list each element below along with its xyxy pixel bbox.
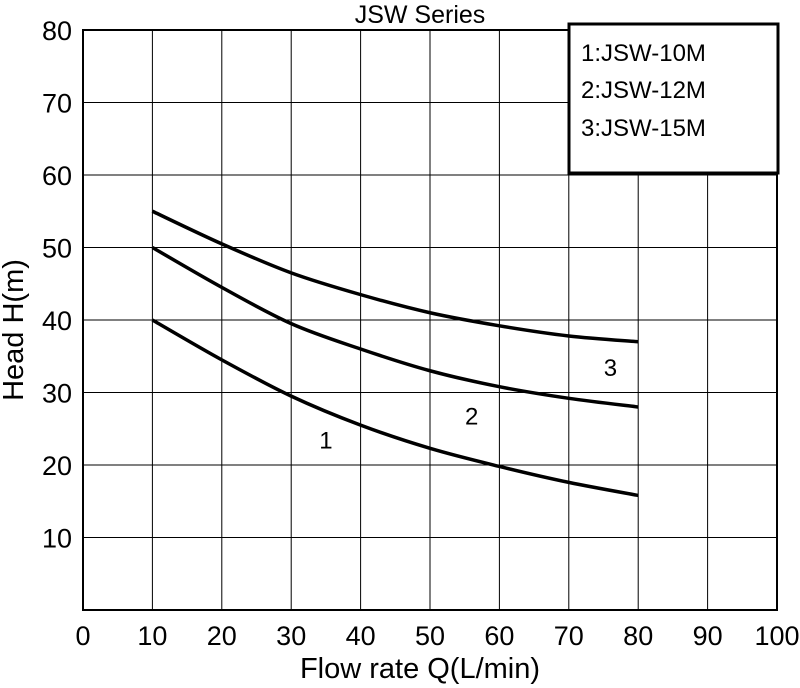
x-tick-label-20: 20 (207, 621, 237, 651)
x-tick-label-50: 50 (415, 621, 445, 651)
y-tick-label-30: 30 (42, 379, 72, 409)
x-tick-labels: 0 10 20 30 40 50 60 70 80 90 100 (75, 621, 799, 651)
series-line-2 (151, 245, 639, 409)
legend-entry-3: 3:JSW-15M (581, 115, 706, 142)
series-line-3 (151, 209, 639, 344)
x-tick-label-30: 30 (276, 621, 306, 651)
curve-label-3: 3 (604, 355, 617, 382)
x-tick-label-100: 100 (754, 621, 799, 651)
x-tick-label-60: 60 (484, 621, 514, 651)
y-tick-label-80: 80 (42, 16, 72, 46)
legend: 1:JSW-10M 2:JSW-12M 3:JSW-15M (567, 22, 780, 175)
y-tick-label-70: 70 (42, 89, 72, 119)
y-tick-label-60: 60 (42, 161, 72, 191)
y-tick-label-40: 40 (42, 306, 72, 336)
legend-entry-1: 1:JSW-10M (581, 40, 706, 67)
chart-title: JSW Series (355, 1, 486, 29)
x-tick-label-0: 0 (75, 621, 90, 651)
y-tick-label-10: 10 (42, 524, 72, 554)
y-tick-label-50: 50 (42, 234, 72, 264)
y-tick-label-20: 20 (42, 451, 72, 481)
x-tick-label-80: 80 (623, 621, 653, 651)
curve-label-2: 2 (465, 404, 478, 431)
legend-box (567, 22, 780, 175)
curve-label-1: 1 (319, 428, 332, 455)
y-tick-labels: 10 20 30 40 50 60 70 80 (42, 16, 72, 554)
curve-annotations: 1 2 3 (319, 355, 617, 455)
y-axis-title: Head H(m) (0, 259, 30, 401)
curves (151, 209, 639, 498)
series-line-1 (151, 318, 639, 498)
x-tick-label-70: 70 (554, 621, 584, 651)
x-axis-title: Flow rate Q(L/min) (300, 653, 540, 685)
plot-border (82, 29, 778, 611)
x-tick-label-40: 40 (346, 621, 376, 651)
plot-frame (82, 29, 778, 611)
x-tick-label-90: 90 (693, 621, 723, 651)
x-tick-label-10: 10 (137, 621, 167, 651)
legend-entry-2: 2:JSW-12M (581, 77, 706, 104)
